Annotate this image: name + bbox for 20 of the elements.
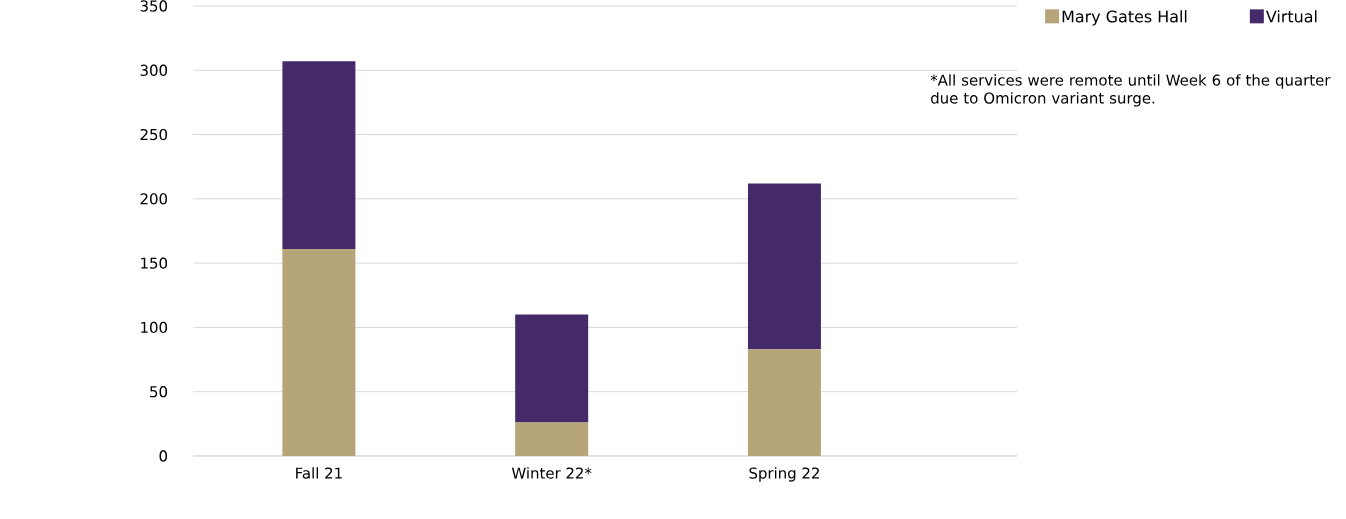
legend-label: Mary Gates Hall (1062, 10, 1187, 26)
y-tick-label: 250 (140, 128, 168, 141)
y-tick-label: 200 (140, 193, 168, 205)
annotation: *All services were remote until Week 6 of the quarter due to Omicron variant surge. (930, 74, 1331, 107)
bar (747, 349, 821, 456)
y-tick-label: 150 (141, 257, 168, 269)
x-tick-label: Winter 22* (511, 467, 592, 479)
x-tick-label: Fall 21 (296, 467, 342, 479)
y-tick-label: 350 (140, 0, 168, 12)
y-tick-label: 300 (140, 64, 168, 76)
y-tick-label: 0 (159, 450, 168, 462)
bar (515, 422, 589, 456)
bar (282, 61, 356, 249)
y-tick-label: 50 (150, 386, 168, 398)
bar (747, 183, 821, 350)
y-tick-label: 100 (141, 321, 168, 334)
bar (515, 314, 589, 423)
x-tick-label: Spring 22 (749, 467, 819, 482)
bar (282, 248, 356, 456)
legend-label: Virtual (1265, 10, 1317, 23)
